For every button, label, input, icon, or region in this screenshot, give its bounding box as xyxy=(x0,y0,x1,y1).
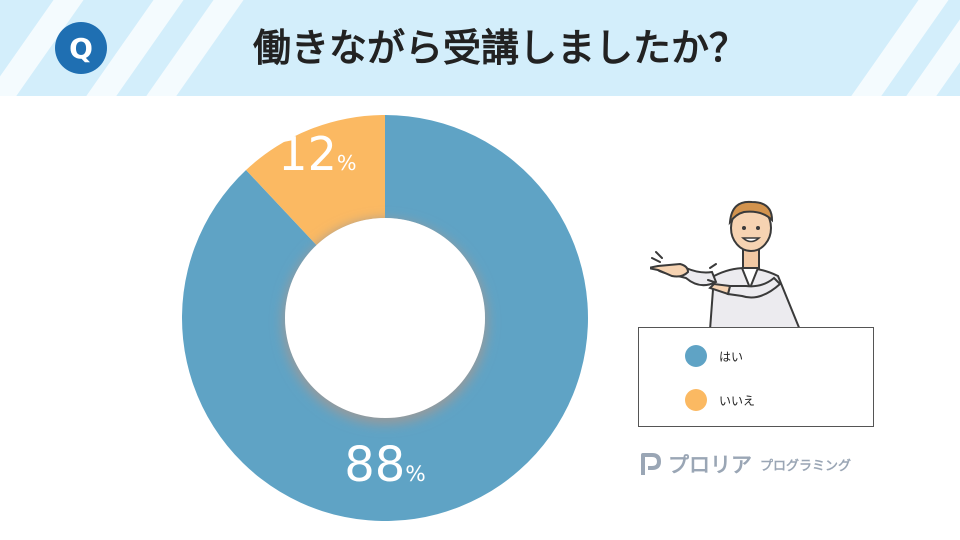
legend-item-yes: はい xyxy=(685,345,743,367)
chart-slices xyxy=(181,115,588,521)
page-title: 働きながら受講しましたか？ xyxy=(252,26,747,70)
question-badge: Q xyxy=(55,22,107,74)
brand-name: プロリア xyxy=(668,453,752,477)
legend-item-no: いいえ xyxy=(685,389,755,411)
legend-swatch xyxy=(685,389,707,411)
donut-hole xyxy=(285,218,485,418)
legend-label: いいえ xyxy=(719,393,756,408)
proria-logo-icon xyxy=(641,453,661,475)
legend-swatch xyxy=(685,345,707,367)
chart-legend: はい いいえ xyxy=(638,327,874,427)
brand-logo: プロリア プログラミング xyxy=(640,450,851,478)
donut-slice-yes xyxy=(181,115,588,521)
legend-label: はい xyxy=(719,349,744,364)
brand-subtitle: プログラミング xyxy=(760,458,852,474)
donut-slice-no xyxy=(246,115,385,246)
man-pointing-icon xyxy=(650,200,802,330)
donut-chart: 88% 12% xyxy=(181,115,588,521)
header-banner: Q 働きながら受講しましたか？ xyxy=(0,0,960,96)
slice-value-label: 88% xyxy=(344,437,426,493)
slice-value-label: 12% xyxy=(278,127,356,181)
chart-labels: 88% 12% xyxy=(278,127,425,493)
